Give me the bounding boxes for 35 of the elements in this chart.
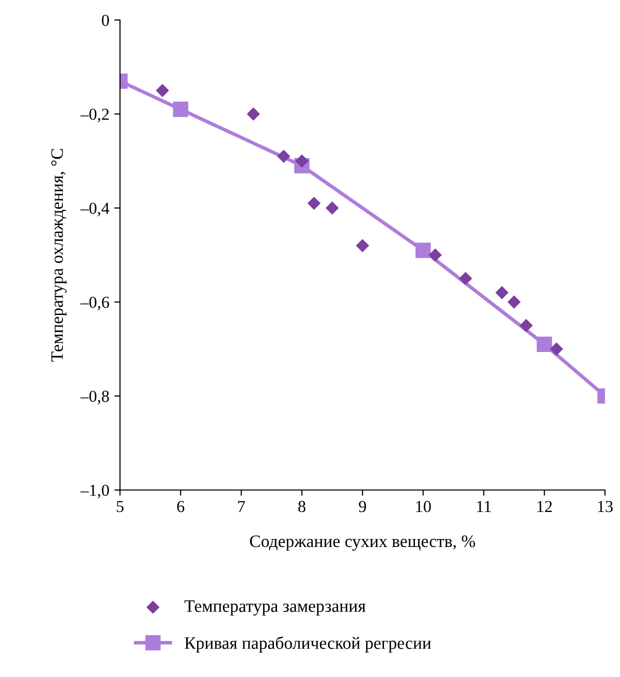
point [277, 150, 290, 163]
point [550, 342, 564, 356]
point [307, 196, 321, 210]
y-tick-label: –0,4 [80, 202, 110, 216]
x-tick-label: 8 [298, 500, 306, 512]
x-tick-label: 7 [238, 501, 245, 512]
point [428, 248, 442, 262]
y-axis-title: Температура охлаждения, °С [51, 148, 67, 362]
point [458, 272, 472, 286]
x-tick-label: 11 [477, 500, 491, 512]
point [246, 107, 260, 121]
point [495, 286, 509, 300]
point [295, 154, 308, 168]
x-tick-label: 6 [177, 500, 184, 512]
point [520, 318, 533, 332]
y-tick-label: –0,6 [80, 296, 110, 310]
y-tick-label: 0 [102, 14, 109, 26]
point [156, 84, 170, 98]
legend-label: Температура замерзания [184, 600, 366, 616]
x-tick-label: 12 [538, 500, 552, 512]
point [326, 201, 339, 215]
point [536, 336, 552, 352]
legend-label: Кривая параболической регресии [184, 636, 432, 652]
x-tick-label: 10 [416, 500, 431, 512]
x-tick-label: 9 [358, 500, 366, 512]
point [356, 239, 370, 252]
point [415, 242, 431, 258]
y-tick-label: –0,2 [80, 108, 109, 122]
y-tick-label: –1,0 [80, 484, 109, 498]
point [172, 102, 188, 117]
x-tick-label: 13 [598, 500, 613, 512]
x-tick-label: 5 [116, 501, 124, 512]
x-axis-title: Содержание сухих веществ, % [250, 535, 476, 551]
point [507, 295, 521, 309]
y-tick-label: –0,8 [80, 390, 109, 404]
